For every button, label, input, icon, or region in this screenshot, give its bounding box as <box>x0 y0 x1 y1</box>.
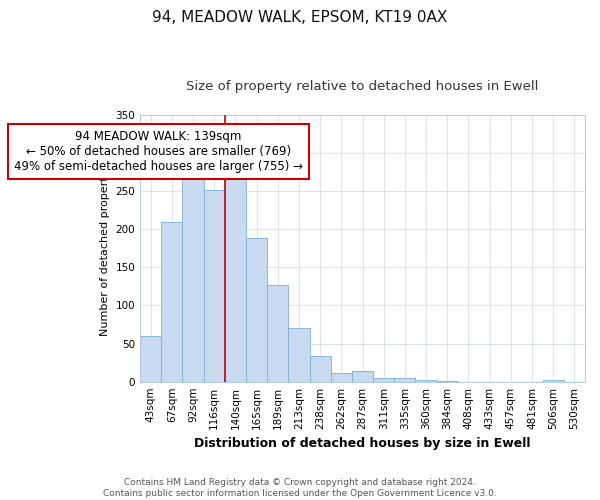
Y-axis label: Number of detached properties: Number of detached properties <box>100 160 110 336</box>
Bar <box>542 380 564 382</box>
Text: Contains HM Land Registry data © Crown copyright and database right 2024.
Contai: Contains HM Land Registry data © Crown c… <box>103 478 497 498</box>
Text: 94 MEADOW WALK: 139sqm
← 50% of detached houses are smaller (769)
49% of semi-de: 94 MEADOW WALK: 139sqm ← 50% of detached… <box>14 130 303 173</box>
Bar <box>394 378 415 382</box>
Bar <box>182 168 203 382</box>
Bar <box>203 190 225 382</box>
Bar <box>437 381 458 382</box>
Bar <box>289 328 310 382</box>
Title: Size of property relative to detached houses in Ewell: Size of property relative to detached ho… <box>187 80 539 93</box>
Text: 94, MEADOW WALK, EPSOM, KT19 0AX: 94, MEADOW WALK, EPSOM, KT19 0AX <box>152 10 448 25</box>
Bar <box>161 222 182 382</box>
Bar <box>352 371 373 382</box>
Bar <box>246 238 267 382</box>
Bar <box>225 175 246 382</box>
Bar <box>373 378 394 382</box>
Bar <box>415 380 437 382</box>
Bar <box>140 336 161 382</box>
X-axis label: Distribution of detached houses by size in Ewell: Distribution of detached houses by size … <box>194 437 531 450</box>
Bar <box>310 356 331 382</box>
Bar <box>331 374 352 382</box>
Bar <box>267 285 289 382</box>
